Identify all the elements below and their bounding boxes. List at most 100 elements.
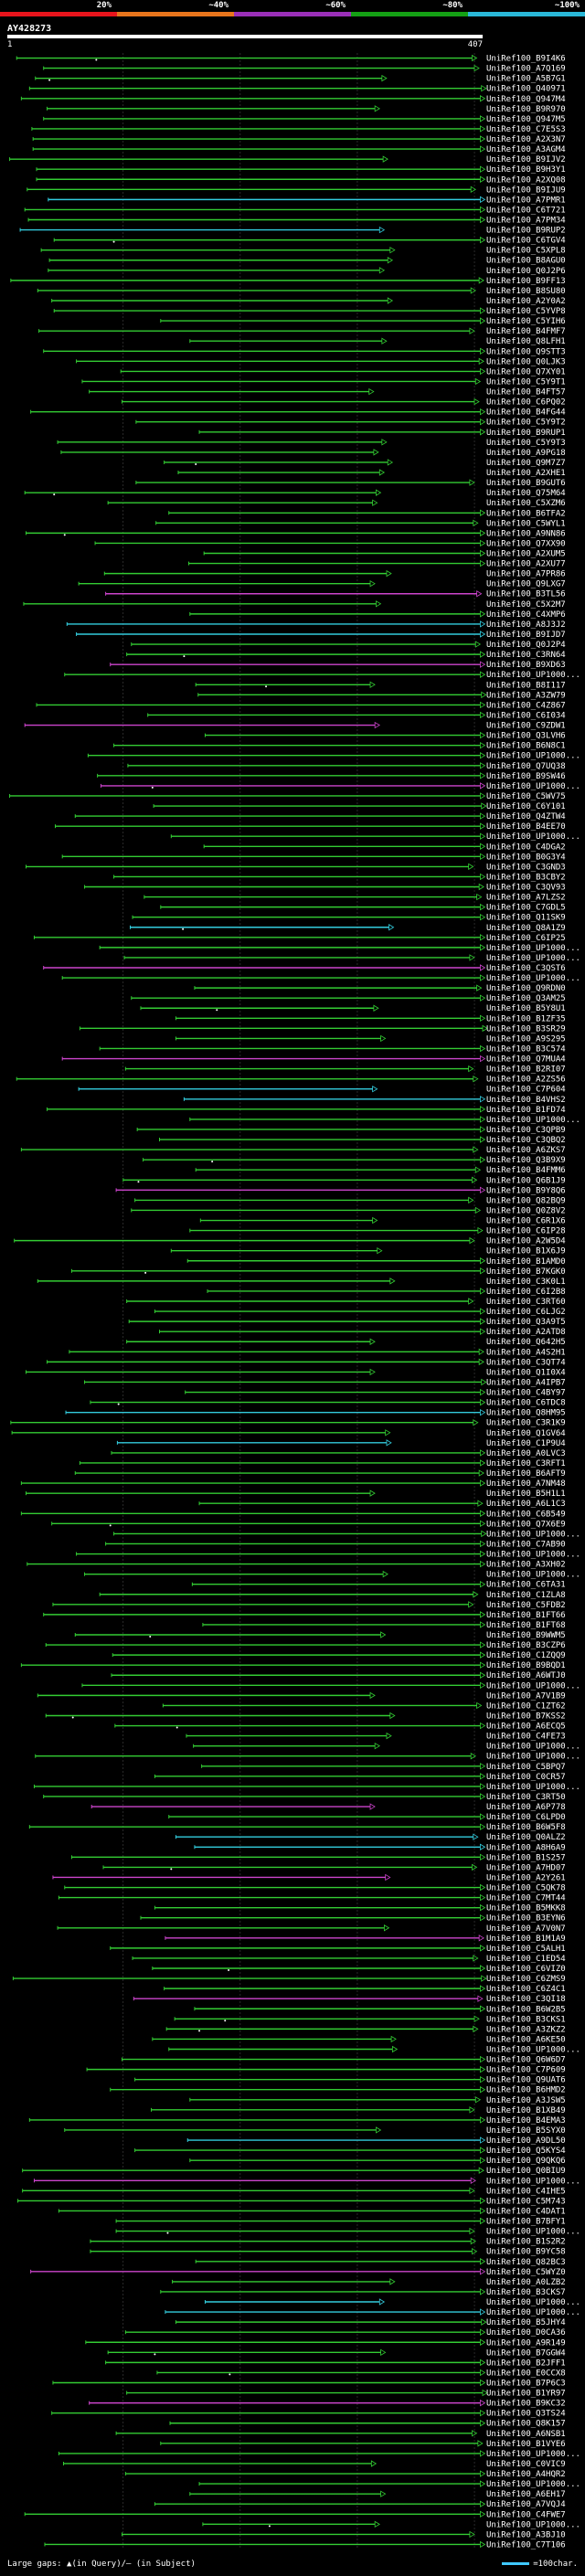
- hit-row[interactable]: UniRef100_UP1000...: [81, 1681, 580, 1691]
- hit-label[interactable]: UniRef100_UP1000...: [486, 1753, 580, 1762]
- hit-row[interactable]: UniRef100_B3CKS7: [160, 2288, 566, 2297]
- hit-label[interactable]: UniRef100_C5Y9T3: [486, 439, 566, 448]
- hit-label[interactable]: UniRef100_B4FMF7: [486, 327, 566, 336]
- hit-label[interactable]: UniRef100_B2JFF1: [486, 2359, 566, 2368]
- hit-row[interactable]: UniRef100_Q3B9X9: [143, 1156, 566, 1165]
- hit-row[interactable]: UniRef100_Q3A9T5: [128, 1318, 566, 1327]
- hit-row[interactable]: UniRef100_C3RN64: [126, 651, 566, 660]
- hit-row[interactable]: UniRef100_B0G3Y4: [61, 853, 566, 862]
- hit-row[interactable]: UniRef100_B1YR97: [126, 2390, 566, 2399]
- hit-label[interactable]: UniRef100_C4FE73: [486, 1733, 566, 1742]
- hit-row[interactable]: UniRef100_C5WV75: [9, 792, 566, 801]
- hit-row[interactable]: UniRef100_Q9STT3: [43, 347, 566, 356]
- hit-row[interactable]: UniRef100_Q6B1J9: [122, 1176, 566, 1185]
- hit-row[interactable]: UniRef100_C3GND3: [25, 863, 566, 872]
- hit-row[interactable]: UniRef100_C4DAT1: [58, 2207, 566, 2216]
- hit-label[interactable]: UniRef100_Q7UQ38: [486, 762, 566, 771]
- hit-label[interactable]: UniRef100_B1M1A9: [486, 1935, 566, 1944]
- hit-row[interactable]: UniRef100_C5WYL1: [155, 519, 566, 528]
- hit-label[interactable]: UniRef100_C6ZMS9: [486, 1975, 566, 1984]
- hit-row[interactable]: UniRef100_C0CR57: [154, 1773, 566, 1782]
- hit-label[interactable]: UniRef100_B7P6C3: [486, 2379, 566, 2388]
- hit-label[interactable]: UniRef100_Q9STT3: [486, 347, 566, 356]
- hit-label[interactable]: UniRef100_C3RT60: [486, 1298, 566, 1307]
- hit-label[interactable]: UniRef100_C4XMP6: [486, 610, 566, 620]
- hit-label[interactable]: UniRef100_Q5KYS4: [486, 2147, 566, 2156]
- hit-row[interactable]: UniRef100_B1FT66: [43, 1611, 566, 1620]
- hit-label[interactable]: UniRef100_Q0BIU9: [486, 2167, 566, 2176]
- hit-label[interactable]: UniRef100_C3RT50: [486, 1793, 566, 1802]
- hit-row[interactable]: UniRef100_B1M1A9: [165, 1935, 566, 1944]
- hit-label[interactable]: UniRef100_Q1I0X4: [486, 1368, 566, 1377]
- hit-label[interactable]: UniRef100_B3CKS7: [486, 2288, 566, 2297]
- hit-row[interactable]: UniRef100_C3RFT1: [79, 1459, 566, 1468]
- hit-row[interactable]: UniRef100_B6AFT9: [74, 1469, 566, 1479]
- hit-row[interactable]: UniRef100_B1XB49: [151, 2106, 566, 2115]
- hit-label[interactable]: UniRef100_UP1000...: [486, 944, 580, 953]
- hit-row[interactable]: UniRef100_B3CKS1: [174, 2015, 566, 2024]
- hit-row[interactable]: UniRef100_C6PQ02: [122, 398, 566, 408]
- hit-row[interactable]: UniRef100_B7KGK0: [70, 1267, 566, 1277]
- hit-row[interactable]: UniRef100_A7V1B9: [37, 1691, 566, 1701]
- hit-label[interactable]: UniRef100_B1XB49: [486, 2106, 566, 2115]
- hit-label[interactable]: UniRef100_B9R970: [486, 105, 566, 114]
- hit-label[interactable]: UniRef100_A2ZS56: [486, 1076, 566, 1085]
- hit-label[interactable]: UniRef100_B3TL56: [486, 590, 566, 599]
- hit-label[interactable]: UniRef100_Q7X6E9: [486, 1520, 566, 1529]
- hit-label[interactable]: UniRef100_B1S2R2: [486, 2238, 566, 2247]
- hit-row[interactable]: UniRef100_C6ZMS9: [12, 1975, 566, 1984]
- hit-row[interactable]: UniRef100_C6LJG2: [154, 1308, 566, 1317]
- hit-label[interactable]: UniRef100_UP1000...: [486, 2298, 580, 2307]
- hit-row[interactable]: UniRef100_C3RT50: [43, 1793, 566, 1802]
- hit-label[interactable]: UniRef100_A4IPB7: [486, 1378, 566, 1387]
- hit-label[interactable]: UniRef100_Q9UAT6: [486, 2076, 566, 2085]
- hit-row[interactable]: UniRef100_B5JHY4: [175, 2318, 566, 2327]
- hit-label[interactable]: UniRef100_C6I2B8: [486, 1288, 566, 1297]
- hit-label[interactable]: UniRef100_B9WWM5: [486, 1631, 566, 1640]
- hit-label[interactable]: UniRef100_B1S257: [486, 1853, 566, 1862]
- hit-label[interactable]: UniRef100_Q947M5: [486, 115, 566, 124]
- hit-label[interactable]: UniRef100_C4Z867: [486, 701, 566, 710]
- hit-label[interactable]: UniRef100_UP1000...: [486, 782, 580, 791]
- hit-label[interactable]: UniRef100_B1FD74: [486, 1106, 566, 1115]
- hit-row[interactable]: UniRef100_B6N8C1: [113, 742, 566, 751]
- hit-row[interactable]: UniRef100_Q7MUA4: [61, 1055, 566, 1065]
- hit-label[interactable]: UniRef100_B2RI07: [486, 1065, 566, 1075]
- hit-row[interactable]: UniRef100_B5H1L1: [25, 1489, 566, 1499]
- hit-row[interactable]: UniRef100_B7P6C3: [52, 2379, 566, 2388]
- hit-label[interactable]: UniRef100_UP1000...: [486, 2450, 580, 2459]
- hit-row[interactable]: UniRef100_UP1000...: [115, 2228, 580, 2237]
- hit-row[interactable]: UniRef100_C1P9U4: [116, 1439, 566, 1448]
- hit-row[interactable]: UniRef100_UP1000...: [33, 2177, 580, 2186]
- hit-label[interactable]: UniRef100_A6EH17: [486, 2490, 566, 2499]
- hit-label[interactable]: UniRef100_C7GDL5: [486, 904, 566, 913]
- hit-row[interactable]: UniRef100_C1ED54: [132, 1955, 566, 1964]
- hit-row[interactable]: UniRef100_A3XH02: [27, 1561, 566, 1570]
- hit-row[interactable]: UniRef100_B9IJD7: [76, 631, 566, 640]
- hit-label[interactable]: UniRef100_C6Y101: [486, 802, 566, 811]
- hit-row[interactable]: UniRef100_C4XMP6: [189, 610, 566, 620]
- hit-label[interactable]: UniRef100_UP1000...: [486, 1530, 580, 1539]
- hit-row[interactable]: UniRef100_B9Y8Q6: [115, 1186, 566, 1195]
- hit-row[interactable]: UniRef100_C7MT44: [58, 1894, 566, 1903]
- hit-label[interactable]: UniRef100_UP1000...: [486, 974, 580, 983]
- hit-row[interactable]: UniRef100_Q4ZTW4: [74, 812, 566, 822]
- hit-row[interactable]: UniRef100_B9GUT6: [135, 479, 566, 488]
- hit-row[interactable]: UniRef100_C3R1K9: [10, 1419, 566, 1428]
- hit-row[interactable]: UniRef100_C6TDC8: [90, 1399, 566, 1408]
- hit-row[interactable]: UniRef100_C6T721: [24, 206, 566, 215]
- hit-row[interactable]: UniRef100_A2XQ08: [36, 175, 566, 185]
- hit-label[interactable]: UniRef100_A5B7G1: [486, 75, 566, 84]
- hit-row[interactable]: UniRef100_C5ALH1: [110, 1945, 566, 1954]
- hit-label[interactable]: UniRef100_B3CZP6: [486, 1641, 566, 1650]
- hit-row[interactable]: UniRef100_A5B7G1: [35, 75, 566, 84]
- hit-row[interactable]: UniRef100_UP1000...: [189, 1116, 580, 1125]
- hit-row[interactable]: UniRef100_Q11SK9: [132, 914, 566, 923]
- hit-label[interactable]: UniRef100_Q642H5: [486, 1338, 566, 1347]
- hit-label[interactable]: UniRef100_A7PMR1: [486, 196, 566, 205]
- hit-row[interactable]: UniRef100_A2XHE1: [177, 469, 566, 478]
- hit-row[interactable]: UniRef100_Q82BC3: [195, 2258, 566, 2267]
- hit-label[interactable]: UniRef100_A7LZS2: [486, 894, 566, 903]
- hit-row[interactable]: UniRef100_C6IP28: [189, 1227, 566, 1236]
- hit-label[interactable]: UniRef100_B8AGU0: [486, 257, 566, 266]
